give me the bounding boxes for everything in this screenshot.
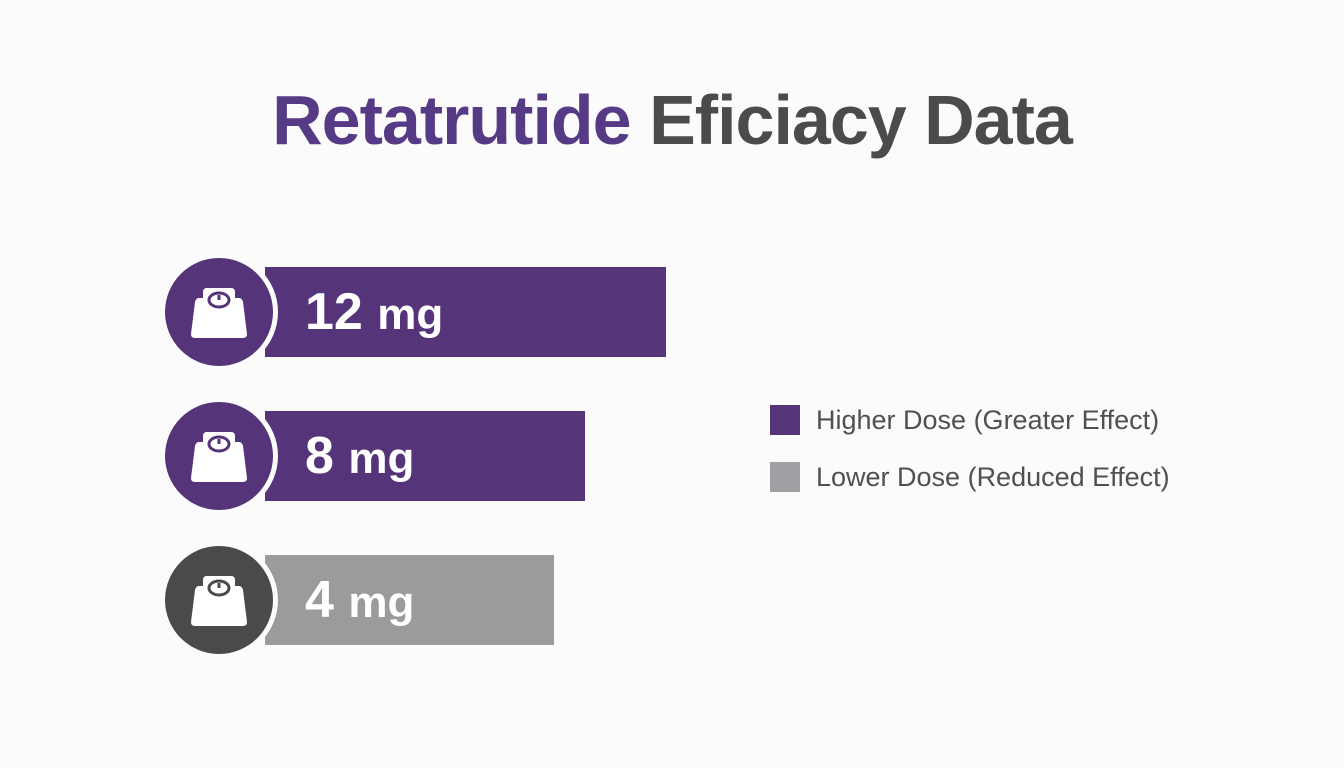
weight-scale-icon bbox=[165, 546, 273, 654]
weight-scale-icon bbox=[165, 402, 273, 510]
dose-label: 8 mg bbox=[305, 427, 415, 485]
legend-swatch-higher bbox=[770, 405, 800, 435]
legend-item-lower: Lower Dose (Reduced Effect) bbox=[770, 462, 1170, 492]
chart-title: Retatrutide Eficiacy Data bbox=[0, 80, 1344, 160]
dose-bar: 12 mg bbox=[265, 267, 666, 357]
dose-label: 4 mg bbox=[305, 571, 415, 629]
legend: Higher Dose (Greater Effect) Lower Dose … bbox=[770, 405, 1170, 519]
legend-item-higher: Higher Dose (Greater Effect) bbox=[770, 405, 1170, 435]
legend-label: Lower Dose (Reduced Effect) bbox=[816, 461, 1170, 492]
title-drug-name: Retatrutide bbox=[272, 81, 631, 159]
dose-bar: 8 mg bbox=[265, 411, 585, 501]
title-rest: Eficiacy Data bbox=[649, 81, 1073, 159]
legend-swatch-lower bbox=[770, 462, 800, 492]
dose-label: 12 mg bbox=[305, 283, 444, 341]
legend-label: Higher Dose (Greater Effect) bbox=[816, 404, 1160, 435]
weight-scale-icon bbox=[165, 258, 273, 366]
dose-bar: 4 mg bbox=[265, 555, 554, 645]
